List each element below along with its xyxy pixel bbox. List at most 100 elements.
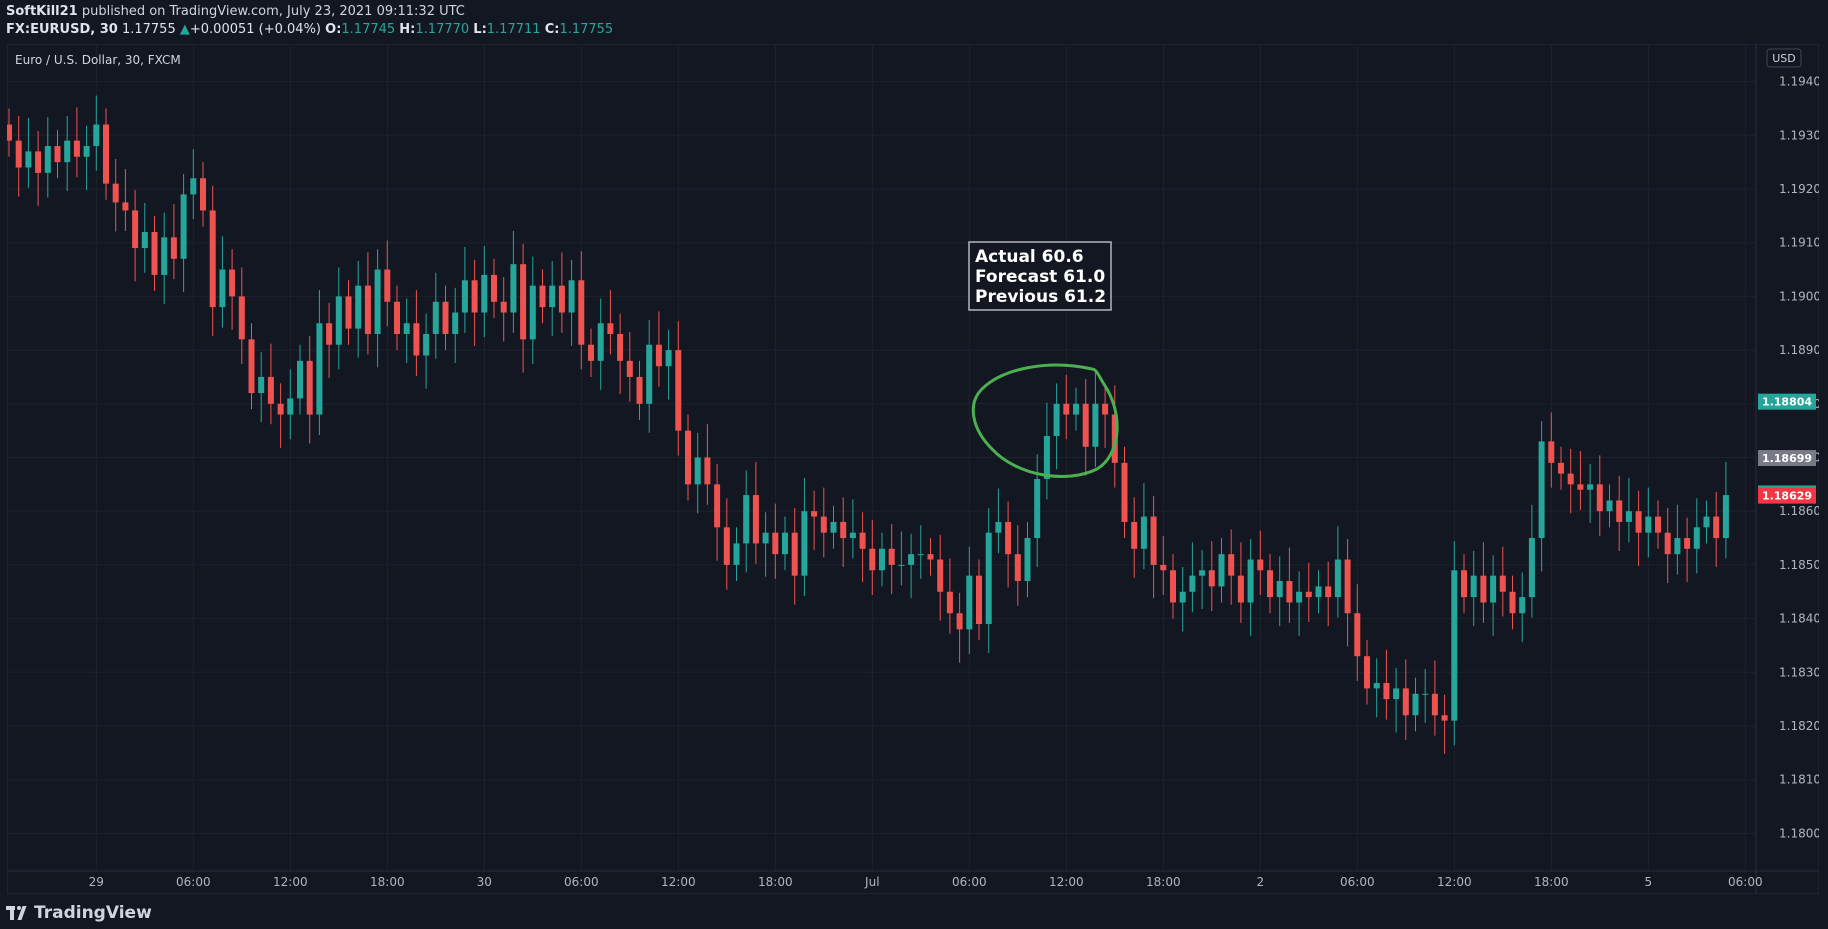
candle-body — [597, 323, 604, 361]
candle-body — [1063, 403, 1070, 415]
candle-body — [432, 301, 439, 334]
tradingview-footer[interactable]: TradingView — [6, 903, 152, 923]
candle-body — [6, 124, 12, 141]
time-tick-label: 18:00 — [1534, 875, 1569, 889]
ohlc-legend: FX:EURUSD, 30 1.17755 ▲+0.00051 (+0.04%)… — [6, 21, 613, 38]
candle-body — [326, 323, 333, 345]
candle-body — [995, 521, 1002, 533]
candle-body — [956, 613, 963, 630]
currency-badge[interactable] — [1766, 48, 1802, 68]
candle-body — [1364, 656, 1370, 689]
candles — [6, 95, 1729, 754]
candle-body — [966, 575, 973, 630]
time-tick-label: 06:00 — [564, 875, 599, 889]
candle-body — [1655, 516, 1661, 533]
candle-body — [1237, 575, 1244, 603]
candle-body — [937, 559, 944, 592]
candle-body — [772, 532, 779, 555]
candle-body — [1538, 441, 1545, 539]
candle-body — [1053, 403, 1060, 437]
candle-body — [1402, 688, 1409, 716]
annotation-line: Actual 60.6 — [975, 247, 1084, 267]
candle-body — [723, 527, 730, 565]
candle-body — [626, 360, 633, 377]
price-tick-label: 1.18600 — [1779, 504, 1819, 518]
time-tick-label: 06:00 — [1728, 875, 1763, 889]
candle-body — [287, 398, 294, 415]
price-label-badge — [1758, 487, 1816, 504]
candle-body — [1480, 575, 1487, 603]
candle-body — [1102, 403, 1109, 415]
candle-body — [394, 301, 400, 334]
candle-body — [1325, 586, 1332, 598]
candle-body — [384, 269, 391, 302]
time-tick-label: 12:00 — [273, 875, 308, 889]
price-tick-label: 1.18000 — [1779, 826, 1819, 840]
candle-body — [180, 194, 187, 259]
price-tick-label: 1.18300 — [1779, 665, 1819, 679]
candle-body — [112, 183, 119, 203]
time-axis[interactable]: 29 06:00 12:00 18:00 30 06:00 12:00 18:00 Jul 06:… — [89, 875, 1763, 889]
time-tick-label: 06:00 — [176, 875, 211, 889]
candle-body — [1199, 570, 1206, 576]
candle-body — [1645, 516, 1652, 533]
brand-name: TradingView — [34, 903, 152, 923]
candle-body — [859, 532, 866, 549]
candle-body — [248, 339, 255, 394]
candle-body — [1422, 693, 1429, 695]
candle-body — [520, 264, 527, 340]
time-tick-label: 06:00 — [952, 875, 987, 889]
candle-body — [898, 564, 905, 566]
candle-body — [1606, 500, 1613, 512]
candle-body — [1121, 462, 1128, 522]
candle-body — [1131, 521, 1138, 549]
candle-body — [1548, 441, 1555, 463]
price-axis[interactable]: 1.19400 1.19300 1.19200 1.19100 1.19000 1.189… — [1758, 75, 1828, 841]
publisher-line: SoftKill21 published on TradingView.com,… — [6, 3, 465, 20]
candle-body — [1334, 559, 1341, 598]
annotation-line: Previous 61.2 — [975, 287, 1106, 307]
candle-body — [374, 269, 381, 334]
candle-body — [151, 231, 158, 275]
candle-body — [190, 178, 197, 195]
candle-body — [1257, 559, 1264, 571]
time-tick-label: 30 — [477, 875, 492, 889]
candle-body — [1625, 511, 1632, 522]
candle-body — [927, 554, 934, 560]
candle-body — [849, 532, 856, 539]
candle-body — [170, 237, 177, 259]
candle-body — [122, 202, 129, 211]
candle-body — [791, 532, 798, 576]
candle-body — [93, 124, 100, 147]
candle-body — [549, 285, 556, 308]
candle-body — [1684, 538, 1691, 549]
time-tick-label: 29 — [89, 875, 104, 889]
price-tick-label: 1.19000 — [1779, 289, 1819, 303]
candle-body — [1024, 538, 1031, 582]
candle-body — [694, 457, 701, 485]
candle-body — [1461, 570, 1467, 598]
low-label: L: — [473, 22, 487, 37]
candle-body — [704, 457, 711, 485]
chart-title: Euro / U.S. Dollar, 30, FXCM — [15, 53, 181, 67]
candle-body — [1082, 403, 1089, 447]
annotation-box — [968, 241, 1112, 311]
chart-area[interactable]: Actual 60.6 Forecast 61.0 Previous 61.2 1.… — [6, 43, 1828, 895]
candle-body — [1276, 581, 1283, 598]
candle-body — [423, 333, 430, 356]
candle-body — [141, 231, 148, 249]
price-tick-label: 1.18900 — [1779, 343, 1819, 357]
change-value: +0.00051 (+0.04%) — [189, 22, 321, 37]
candle-body — [403, 323, 410, 334]
candle-body — [1218, 554, 1225, 587]
time-tick-label: 2 — [1256, 875, 1264, 889]
candle-body — [1170, 570, 1176, 603]
candle-body — [976, 575, 982, 624]
price-tick-label: 1.19400 — [1779, 75, 1819, 89]
candle-body — [1470, 575, 1477, 598]
grid-lines — [7, 44, 1756, 871]
author-name[interactable]: SoftKill21 — [6, 4, 78, 19]
candle-body — [1286, 581, 1293, 603]
candle-body — [413, 323, 420, 356]
